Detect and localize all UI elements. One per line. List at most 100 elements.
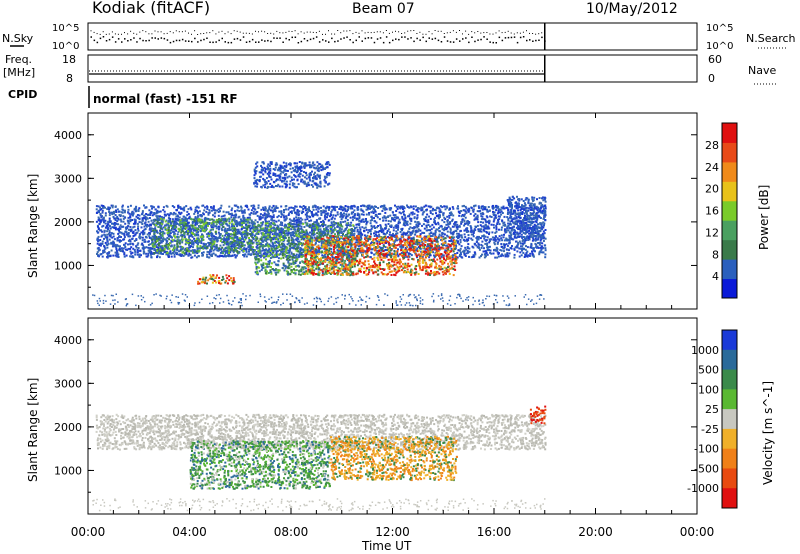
power-cell bbox=[141, 236, 144, 239]
power-cell bbox=[209, 232, 212, 234]
power-cell bbox=[252, 210, 255, 213]
power-cell bbox=[498, 223, 501, 226]
power-cell bbox=[111, 213, 114, 216]
power-cell bbox=[387, 220, 390, 223]
power-cell bbox=[515, 207, 518, 210]
power-cell bbox=[244, 231, 247, 234]
power-cell bbox=[104, 222, 107, 225]
power-cell bbox=[429, 212, 432, 214]
power-cell bbox=[169, 250, 172, 253]
power-cell bbox=[272, 246, 275, 249]
power-cell bbox=[416, 256, 418, 259]
power-cell bbox=[215, 225, 218, 228]
power-cell bbox=[492, 223, 495, 226]
nsearch-point bbox=[169, 31, 171, 33]
power-cell bbox=[138, 253, 141, 256]
power-cell bbox=[299, 231, 302, 234]
power-cell bbox=[335, 246, 338, 249]
power-cell bbox=[528, 255, 531, 257]
power-cell bbox=[160, 216, 163, 219]
power-cell bbox=[212, 249, 215, 252]
nsearch-point bbox=[245, 32, 247, 34]
power-cell bbox=[313, 225, 316, 228]
nsearch-point bbox=[352, 33, 354, 35]
power-cell bbox=[262, 206, 265, 209]
power-cell bbox=[173, 206, 176, 209]
power-cell bbox=[197, 241, 200, 244]
power-cell bbox=[147, 252, 150, 255]
power-cell bbox=[309, 235, 312, 238]
power-cell bbox=[288, 255, 291, 258]
power-cell bbox=[121, 205, 124, 208]
power-cell bbox=[440, 224, 443, 227]
nsky-point bbox=[489, 41, 491, 43]
power-cell bbox=[379, 224, 382, 227]
power-cell bbox=[240, 220, 243, 223]
nsky-point bbox=[492, 41, 494, 44]
nsky-point bbox=[382, 41, 385, 44]
power-cell bbox=[470, 233, 473, 236]
power-cell bbox=[380, 205, 383, 208]
power-cell bbox=[521, 205, 524, 208]
power-cell bbox=[467, 251, 470, 254]
power-cell bbox=[532, 255, 535, 258]
power-cell bbox=[208, 251, 211, 254]
power-cell bbox=[385, 225, 388, 228]
power-cell bbox=[209, 229, 212, 232]
power-cell bbox=[220, 218, 223, 220]
power-cell bbox=[386, 231, 388, 234]
power-cell bbox=[339, 222, 342, 225]
power-cell bbox=[275, 205, 278, 208]
power-cell bbox=[531, 236, 534, 239]
power-cell bbox=[99, 206, 102, 209]
power-cell bbox=[153, 213, 156, 216]
cpid-label: CPID bbox=[8, 88, 37, 101]
power-cell bbox=[431, 209, 434, 212]
power-cell bbox=[171, 227, 173, 230]
power-cell bbox=[355, 226, 358, 229]
power-cell bbox=[371, 226, 374, 229]
power-cell bbox=[535, 235, 538, 238]
power-cell bbox=[100, 208, 103, 210]
power-cell bbox=[185, 226, 188, 229]
power-cell bbox=[186, 225, 189, 228]
power-cell bbox=[465, 248, 468, 251]
power-cell bbox=[151, 247, 154, 250]
power-cell bbox=[434, 222, 437, 225]
power-cell bbox=[407, 253, 410, 256]
power-cell bbox=[375, 214, 378, 217]
power-cell bbox=[409, 222, 412, 225]
power-cell bbox=[521, 242, 524, 245]
power-cell bbox=[178, 216, 181, 219]
power-cell bbox=[159, 236, 162, 239]
nsky-point bbox=[90, 36, 92, 38]
power-cell bbox=[337, 250, 340, 253]
power-cell bbox=[166, 247, 169, 250]
power-cell bbox=[351, 207, 354, 210]
power-cell bbox=[106, 256, 109, 259]
power-cell bbox=[395, 217, 398, 220]
power-cell bbox=[222, 250, 225, 253]
power-cell bbox=[503, 246, 506, 249]
power-cell bbox=[129, 247, 132, 250]
power-cell bbox=[158, 250, 161, 253]
nsearch-point bbox=[160, 31, 162, 33]
freq-label-1: Freq. bbox=[5, 53, 32, 66]
nsky-point bbox=[541, 36, 543, 39]
power-cell bbox=[251, 246, 254, 249]
power-cell bbox=[373, 225, 376, 228]
power-cell bbox=[446, 253, 449, 256]
power-cell bbox=[197, 211, 199, 214]
power-cell bbox=[220, 204, 223, 207]
power-cell bbox=[506, 252, 509, 254]
power-cell bbox=[525, 228, 528, 231]
power-cell bbox=[397, 216, 399, 219]
power-cell bbox=[123, 232, 126, 235]
power-cell bbox=[295, 205, 298, 208]
power-cell bbox=[409, 237, 412, 240]
power-cell bbox=[350, 205, 353, 208]
power-cell bbox=[419, 233, 422, 236]
station-title: Kodiak (fitACF) bbox=[92, 0, 210, 17]
nsky-point bbox=[218, 39, 220, 42]
nsky-point bbox=[139, 37, 141, 40]
